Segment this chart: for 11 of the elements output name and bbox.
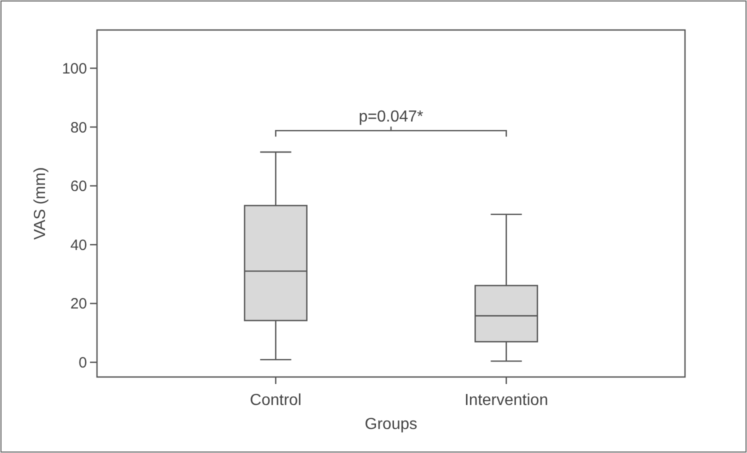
y-tick-label: 80: [70, 119, 87, 136]
x-axis-title: Groups: [364, 416, 418, 433]
x-tick-label: Control: [250, 392, 302, 409]
y-tick-label: 100: [62, 60, 87, 78]
annotation: p=0.047*: [358, 108, 424, 126]
y-tick-label: 60: [70, 178, 87, 196]
y-tick-label: 20: [70, 296, 87, 313]
y-tick-label: 0: [78, 354, 87, 372]
y-tick-label: 40: [70, 236, 87, 254]
x-tick-label: Intervention: [464, 392, 548, 409]
y-axis-title: VAS (mm): [32, 167, 49, 240]
